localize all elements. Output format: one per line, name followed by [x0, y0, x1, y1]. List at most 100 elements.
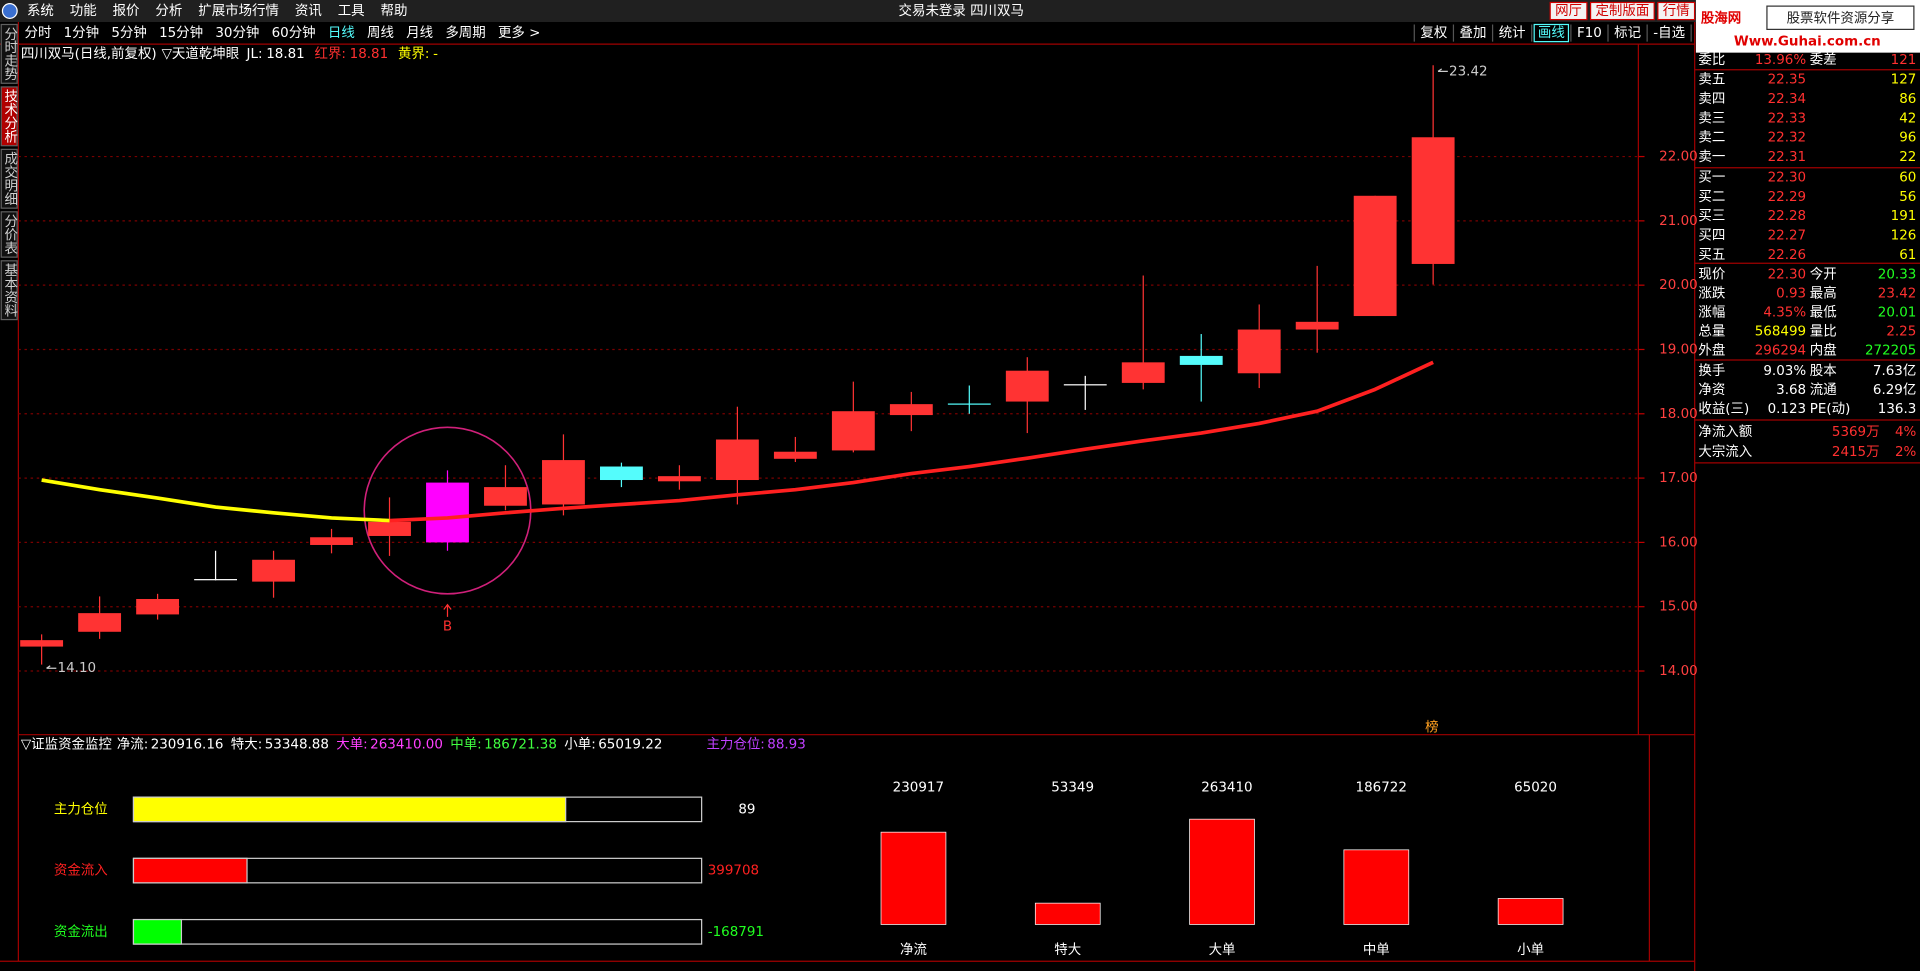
side-tab[interactable] — [0, 148, 18, 209]
quote-value: 121 — [1891, 53, 1917, 68]
extreme-label: 14.10 — [58, 661, 97, 676]
chart-title: 四川双马(日线,前复权) — [21, 45, 157, 62]
candle-body — [426, 482, 469, 543]
book-label: 卖一 — [1698, 149, 1725, 165]
candle-body — [600, 466, 643, 481]
period-tab[interactable]: 日线 — [328, 25, 355, 41]
quote-label: 现价 — [1698, 267, 1725, 282]
gauge-value: 399708 — [708, 864, 759, 879]
bar-value: 65020 — [1514, 780, 1557, 795]
tool-button[interactable]: -自选 — [1653, 25, 1685, 41]
quote-value: 0.93 — [1776, 286, 1806, 301]
book-price: 22.33 — [1768, 111, 1807, 126]
extreme-pointer — [1437, 68, 1448, 72]
metric-value: 88.93 — [767, 737, 806, 752]
candle-body — [78, 613, 122, 632]
period-tab[interactable]: 30分钟 — [215, 24, 259, 41]
y-tick-label: 20.00 — [1659, 278, 1698, 293]
book-price: 22.28 — [1768, 209, 1807, 224]
book-label: 卖四 — [1698, 91, 1725, 107]
side-tab[interactable] — [0, 211, 18, 258]
menu-item[interactable]: 功能 — [70, 3, 97, 19]
menu-item[interactable]: 扩展市场行情 — [198, 2, 279, 19]
book-price: 22.26 — [1768, 248, 1807, 263]
quote-value: 0.123 — [1768, 402, 1807, 417]
book-label: 卖三 — [1698, 110, 1725, 126]
quote-value: 20.33 — [1878, 267, 1917, 282]
bar-category: 大单 — [1209, 942, 1236, 958]
bar-category: 中单 — [1363, 942, 1390, 958]
bar-category: 特大 — [1054, 942, 1081, 958]
period-tab[interactable]: 5分钟 — [111, 24, 146, 41]
menu-item[interactable]: 分析 — [155, 3, 182, 19]
metric-name: 小单: — [564, 736, 595, 752]
bar-category: 净流 — [900, 942, 927, 958]
period-tab[interactable]: 月线 — [406, 25, 433, 41]
quote-label: 委差 — [1810, 52, 1837, 68]
top-button-frame — [1549, 1, 1588, 21]
side-tab-label[interactable]: 基本资料 — [1, 262, 18, 317]
book-label: 卖五 — [1698, 72, 1725, 88]
period-tab[interactable]: 1分钟 — [64, 24, 99, 41]
flow-percent: 2% — [1895, 445, 1917, 460]
tool-button[interactable]: 复权 — [1420, 24, 1447, 41]
tool-button[interactable]: F10 — [1577, 26, 1602, 41]
extreme-label: 23.42 — [1449, 64, 1488, 79]
menu-item[interactable]: 报价 — [113, 3, 140, 19]
book-volume: 42 — [1899, 111, 1916, 126]
quote-value: 23.42 — [1878, 286, 1917, 301]
side-tab[interactable] — [0, 86, 18, 147]
quote-label: 换手 — [1698, 363, 1725, 379]
book-label: 买二 — [1698, 189, 1725, 205]
quote-label: 股本 — [1810, 363, 1837, 379]
quote-label: 涨幅 — [1698, 304, 1725, 320]
quote-label: 净资 — [1698, 382, 1725, 398]
side-tab[interactable] — [0, 260, 18, 321]
book-volume: 86 — [1899, 92, 1916, 107]
y-tick-label: 21.00 — [1659, 214, 1698, 229]
tool-button[interactable]: 叠加 — [1460, 25, 1487, 41]
metric-value: 53348.88 — [265, 737, 329, 752]
book-label: 卖二 — [1698, 130, 1725, 146]
period-tab[interactable]: 15分钟 — [159, 24, 203, 41]
top-button[interactable]: 定制版面 — [1595, 3, 1649, 19]
top-button[interactable]: 网厅 — [1555, 4, 1582, 19]
book-price: 22.30 — [1768, 171, 1807, 186]
candle-body — [1353, 195, 1397, 317]
flag: 榜 — [1425, 718, 1438, 735]
book-volume: 56 — [1899, 190, 1916, 205]
period-tab[interactable]: 分时 — [24, 25, 51, 41]
tool-button[interactable]: 画线 — [1538, 25, 1565, 41]
side-tab-label[interactable]: 成交明细 — [1, 152, 18, 206]
metric-name: 主力仓位: — [706, 736, 764, 752]
bar — [880, 831, 947, 925]
tool-button[interactable]: 标记 — [1614, 25, 1641, 41]
top-button[interactable]: 行情 — [1663, 3, 1690, 19]
side-tab-label[interactable]: 技术分析 — [1, 89, 18, 143]
signal-arrow — [443, 603, 452, 617]
tool-button[interactable]: 统计 — [1499, 25, 1526, 41]
side-tab[interactable] — [0, 23, 18, 84]
menu-item[interactable]: 系统 — [27, 3, 54, 19]
period-tab[interactable]: 60分钟 — [272, 24, 316, 41]
legend-name: JL: — [246, 47, 263, 62]
book-price: 22.29 — [1768, 190, 1807, 205]
period-tab[interactable]: 多周期 — [445, 24, 485, 41]
side-tab-label[interactable]: 分价表 — [1, 214, 18, 255]
menu-item[interactable]: 工具 — [338, 4, 365, 19]
metric-value: 65019.22 — [598, 737, 662, 752]
period-tab[interactable]: 更多 > — [498, 24, 540, 41]
bar — [1189, 818, 1255, 925]
menu-item[interactable]: 资讯 — [295, 3, 322, 19]
quote-value: 6.29亿 — [1873, 382, 1916, 398]
candle-body — [136, 598, 180, 615]
book-price: 22.27 — [1768, 229, 1807, 244]
menu-item[interactable]: 帮助 — [381, 3, 408, 19]
candle-body — [831, 411, 875, 451]
period-tab[interactable]: 周线 — [367, 25, 394, 41]
legend-value: 18.81 — [266, 47, 305, 62]
book-volume: 60 — [1899, 171, 1916, 186]
quote-label: 今开 — [1810, 266, 1837, 282]
side-tab-label[interactable]: 分时走势 — [1, 27, 18, 82]
